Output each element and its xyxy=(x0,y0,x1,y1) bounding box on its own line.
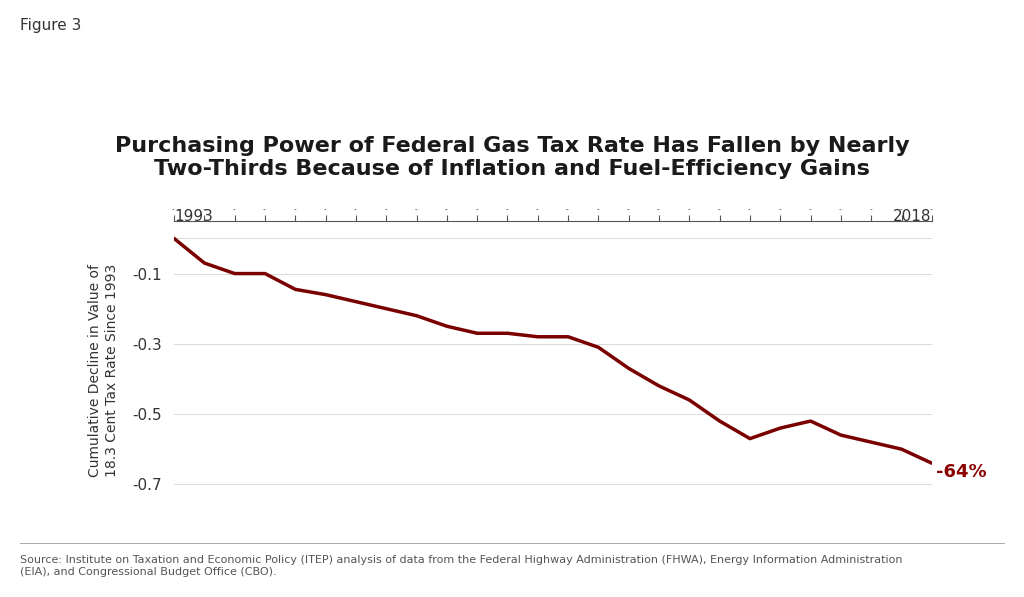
Text: 2018: 2018 xyxy=(893,210,932,224)
Text: Purchasing Power of Federal Gas Tax Rate Has Fallen by Nearly
Two-Thirds Because: Purchasing Power of Federal Gas Tax Rate… xyxy=(115,136,909,179)
Text: Figure 3: Figure 3 xyxy=(20,18,82,33)
Text: -64%: -64% xyxy=(936,463,987,481)
Text: 1993: 1993 xyxy=(174,210,213,224)
Text: Source: Institute on Taxation and Economic Policy (ITEP) analysis of data from t: Source: Institute on Taxation and Econom… xyxy=(20,555,903,577)
Y-axis label: Cumulative Decline in Value of
18.3 Cent Tax Rate Since 1993: Cumulative Decline in Value of 18.3 Cent… xyxy=(88,263,119,477)
